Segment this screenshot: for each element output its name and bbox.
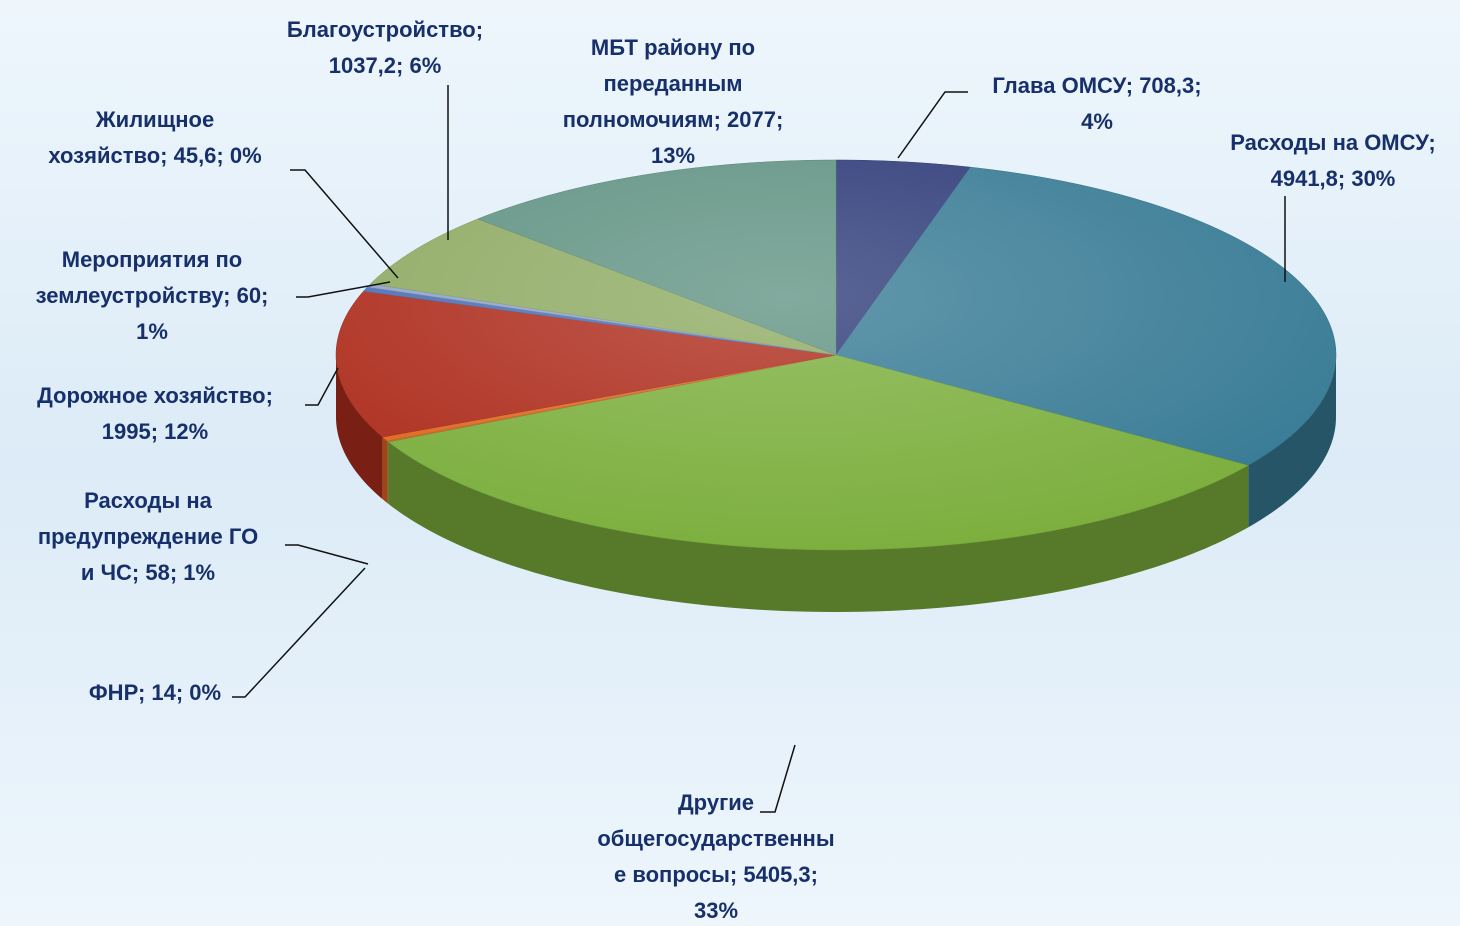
leader-line [296,281,391,298]
pie-sides [336,355,1336,612]
leader-line [290,169,399,279]
leader-line [305,367,339,406]
data-label: Дорожное хозяйство; 1995; 12% [37,383,273,444]
slice-side [336,355,383,500]
data-label: Благоустройство; 1037,2; 6% [286,17,484,78]
pie-tops [335,159,1337,551]
leader-line [285,544,369,565]
data-label: Другие общегосударственны е вопросы; 540… [597,790,835,923]
slice-side [1248,355,1336,528]
leader-line [760,744,796,813]
slice-side [382,437,388,503]
slice-side [387,440,389,504]
data-label: Расходы на ОМСУ; 4941,8; 30% [1230,130,1436,191]
data-label: ФНР; 14; 0% [88,680,222,705]
slice-side [388,441,1249,612]
leader-lines [232,85,1286,813]
data-label: Глава ОМСУ; 708,3; 4% [992,73,1202,134]
leader-line [232,567,366,698]
leader-line [897,91,968,159]
data-label: Мероприятия по землеустройству; 60; 1% [35,247,269,344]
data-label: МБТ району по переданным полномочиям; 20… [562,35,784,168]
data-label: Расходы на предупреждение ГО и ЧС; 58; 1… [37,488,259,585]
pie-shine [336,160,1336,550]
data-label: Жилищное хозяйство; 45,6; 0% [48,107,262,168]
